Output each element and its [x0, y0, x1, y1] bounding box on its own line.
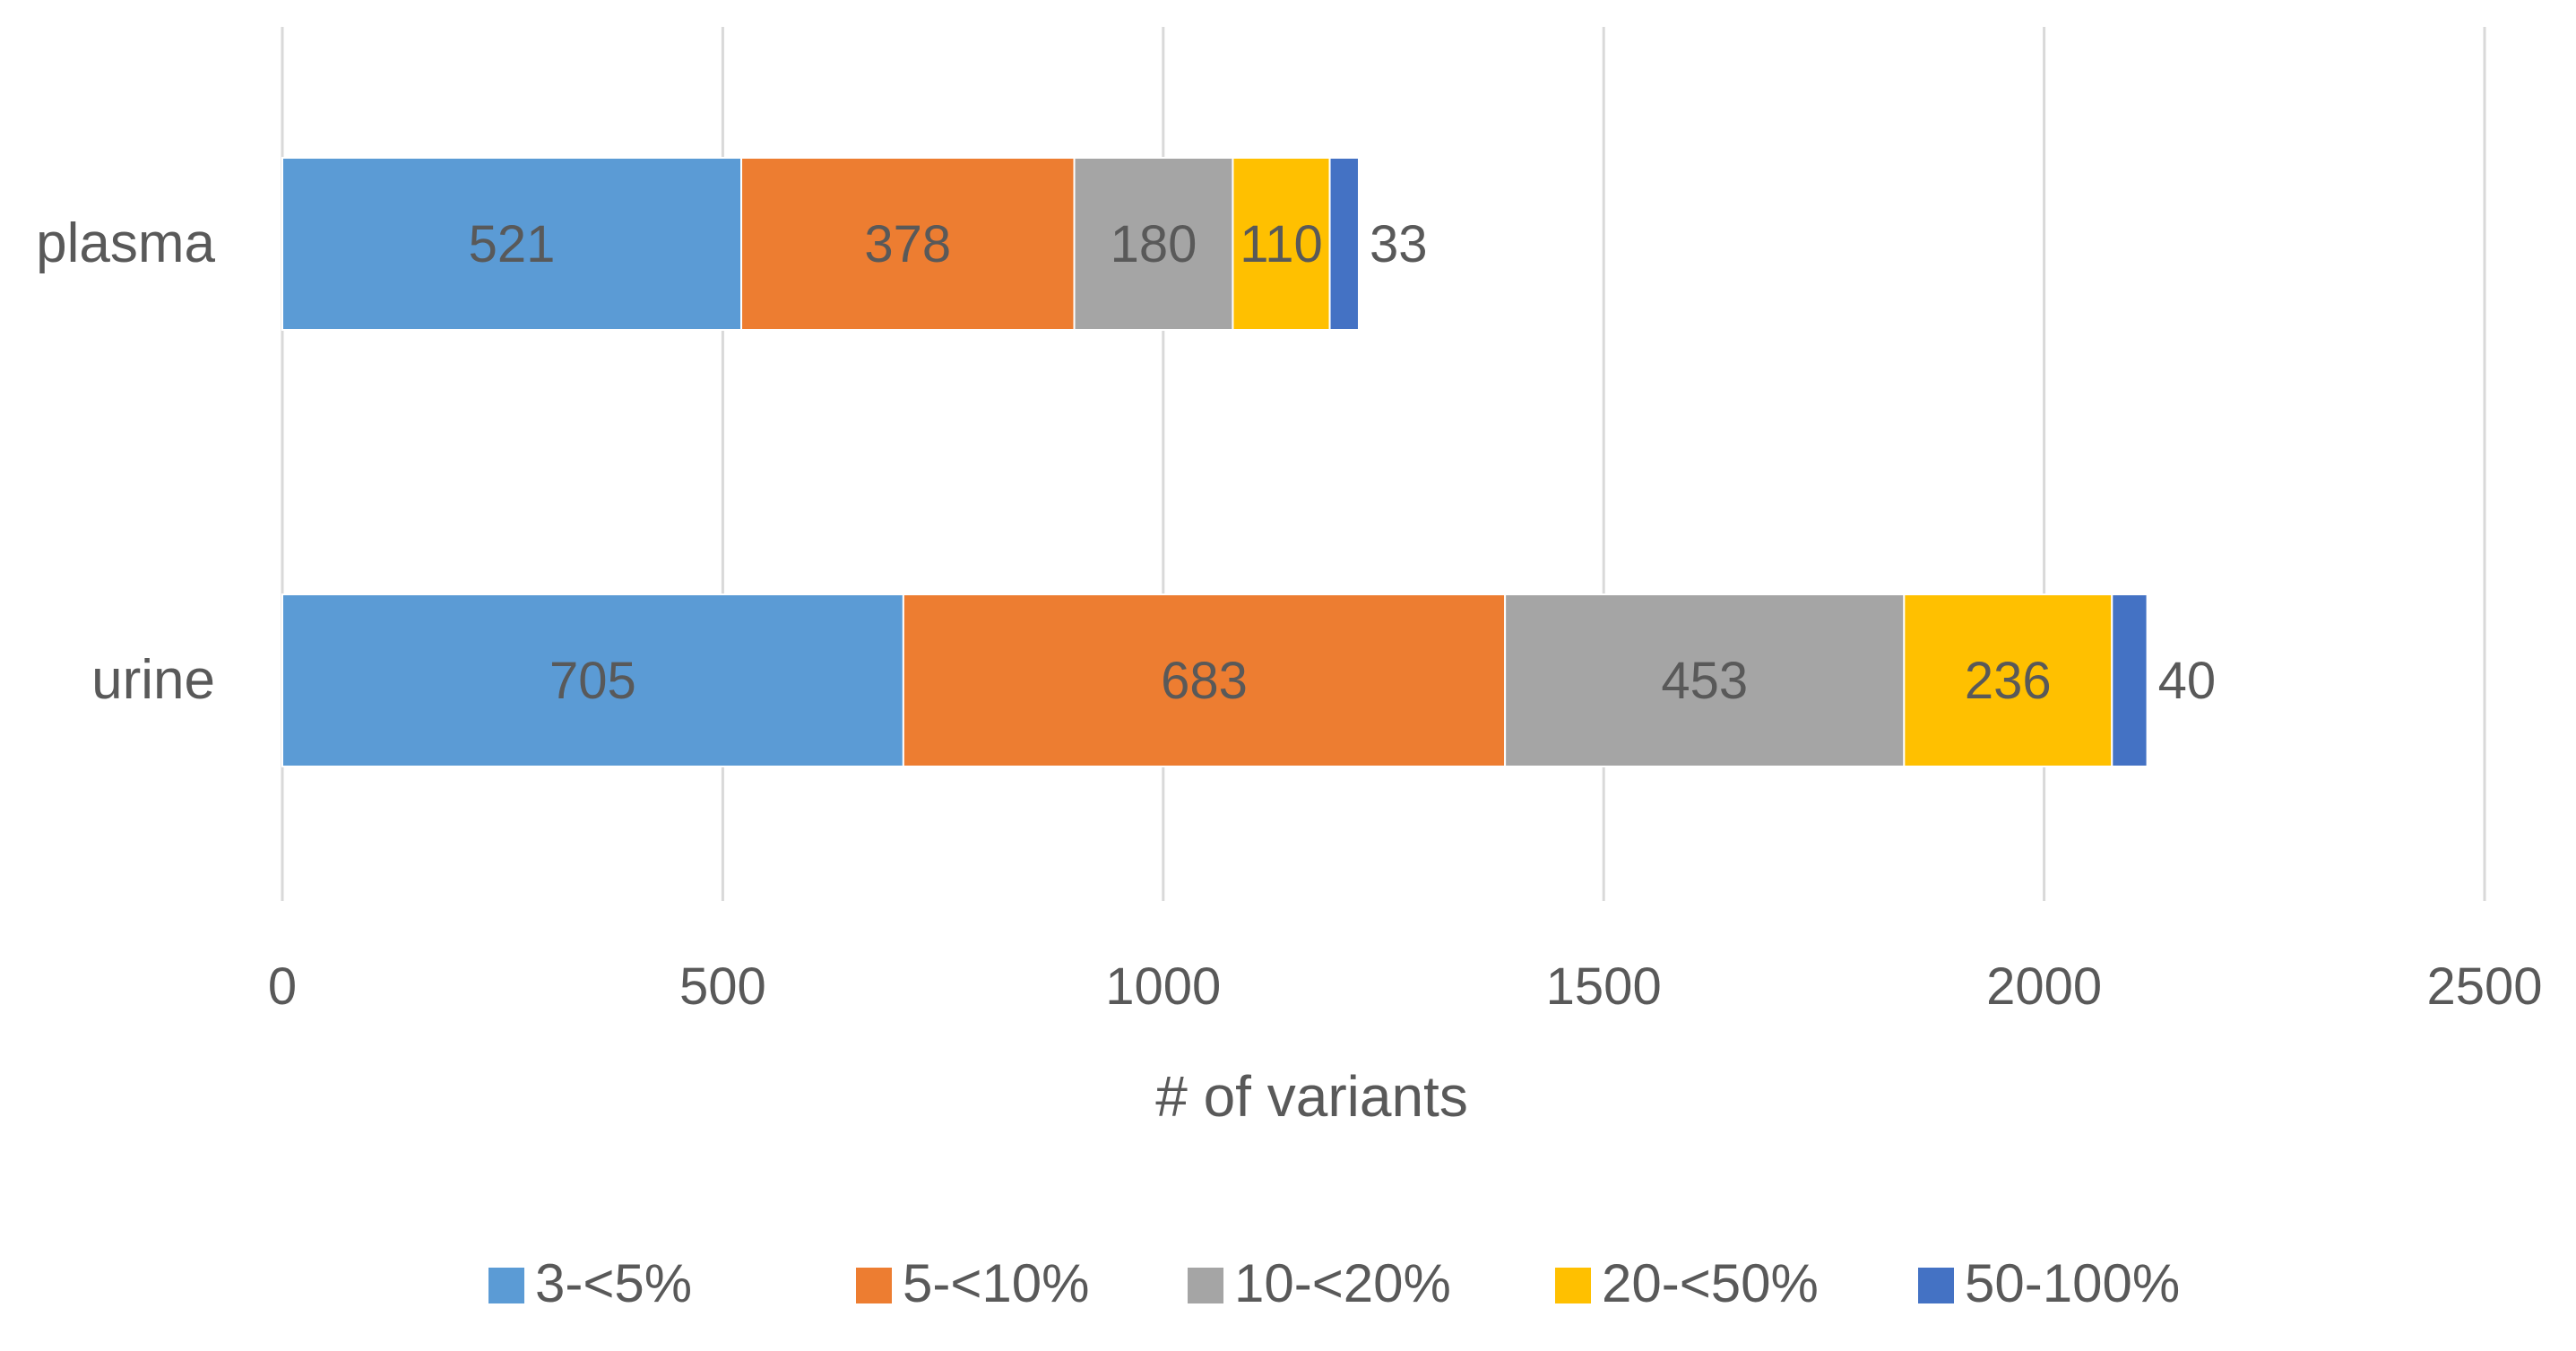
data-label: 236: [1965, 652, 2052, 710]
data-label: 40: [2158, 652, 2217, 710]
legend-label: 50-100%: [1965, 1253, 2180, 1313]
legend-item: 50-100%: [1918, 1253, 2180, 1313]
legend-swatch: [488, 1268, 524, 1303]
data-label: 33: [1370, 215, 1428, 273]
bar-segment: [902, 593, 1507, 767]
x-axis-title: # of variants: [1155, 1064, 1468, 1129]
data-label: 705: [549, 652, 636, 710]
x-tick-label: 0: [268, 957, 297, 1016]
category-label: urine: [91, 649, 215, 711]
legend-item: 5-<10%: [856, 1253, 1089, 1313]
legend-label: 10-<20%: [1234, 1253, 1451, 1313]
legend-item: 10-<20%: [1188, 1253, 1451, 1313]
legend-swatch: [1918, 1268, 1954, 1303]
bar-segment: [1232, 157, 1331, 331]
x-tick-label: 1000: [1105, 957, 1221, 1016]
axes: # of variants 0 500 1000 1500 2000 2500 plasma…: [36, 212, 2542, 1129]
data-labels: 521 378 180 110 33 705 683 453 236 40: [469, 215, 2216, 710]
data-label: 683: [1161, 652, 1248, 710]
x-tick-label: 2000: [1986, 957, 2102, 1016]
bar-segment: [1328, 157, 1360, 331]
bars: [281, 157, 2148, 767]
data-label: 378: [864, 215, 951, 273]
category-label: plasma: [36, 212, 215, 274]
bar-segment: [1504, 593, 1906, 767]
legend-item: 3-<5%: [488, 1253, 692, 1313]
bar-segment: [281, 593, 904, 767]
legend-label: 5-<10%: [903, 1253, 1089, 1313]
legend-item: 20-<50%: [1555, 1253, 1819, 1313]
data-label: 521: [469, 215, 556, 273]
bar-segment: [2111, 593, 2148, 767]
x-tick-label: 2500: [2426, 957, 2542, 1016]
bar-segment: [1903, 593, 2114, 767]
legend-label: 3-<5%: [535, 1253, 692, 1313]
legend-swatch: [1555, 1268, 1591, 1303]
legend-swatch: [1188, 1268, 1223, 1303]
data-label: 110: [1240, 215, 1322, 273]
x-tick-label: 1500: [1546, 957, 1662, 1016]
legend-swatch: [856, 1268, 892, 1303]
legend: 3-<5% 5-<10% 10-<20% 20-<50% 50-100%: [488, 1253, 2180, 1313]
bar-segment: [281, 157, 743, 331]
data-label: 180: [1111, 215, 1197, 273]
data-label: 453: [1661, 652, 1748, 710]
x-tick-label: 500: [679, 957, 766, 1016]
legend-label: 20-<50%: [1602, 1253, 1819, 1313]
